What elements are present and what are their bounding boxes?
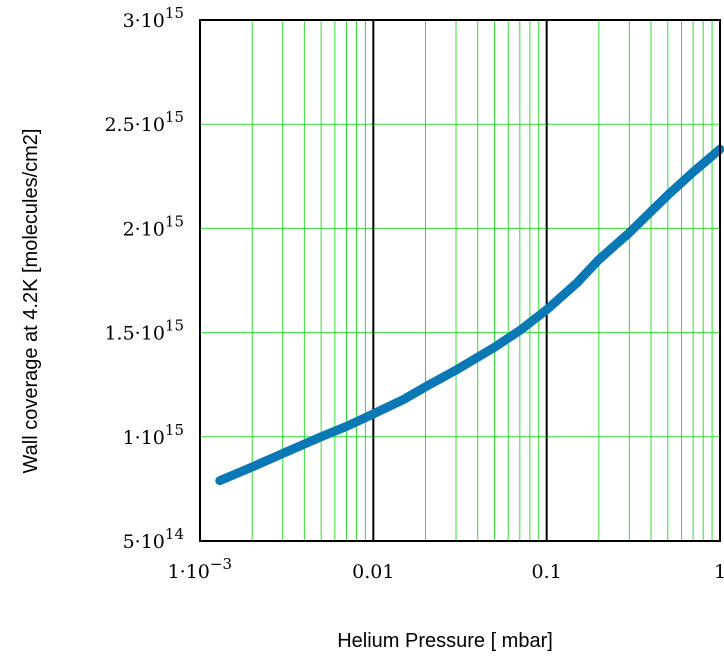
minor-gridlines [251,20,713,541]
x-tick-label: 0.01 [352,561,394,583]
y-axis-label: Wall coverage at 4.2K [molecules/cm2] [20,129,42,474]
y-tick-label: 1·1015 [123,421,184,449]
x-axis-label: Helium Pressure [ mbar] [337,630,553,652]
series-layer [215,144,724,486]
y-tick-label: 2.5·1015 [104,108,184,136]
y-tick-label: 1.5·1015 [104,317,184,345]
x-tick-label: 0.1 [532,561,562,583]
plot-frame [199,19,721,542]
x-tick-label: 1·10−3 [168,555,232,583]
y-tick-label: 5·1014 [123,525,184,553]
series-line [215,144,724,486]
y-tick-label: 2·1015 [123,212,184,240]
x-tick-labels: 1·10−3 0.01 0.1 1 [168,555,724,583]
y-tick-labels: 5·1014 1·1015 1.5·1015 2·1015 2.5·1015 3·1015 [104,4,184,553]
major-gridlines [199,19,721,542]
x-tick-label: 1 [714,561,724,583]
y-tick-label: 3·1015 [123,4,184,32]
